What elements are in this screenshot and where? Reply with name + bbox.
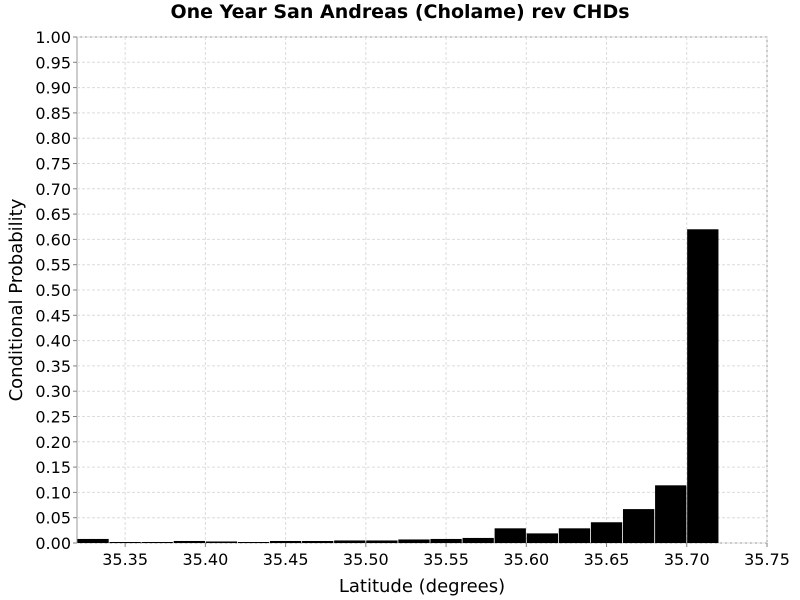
bar — [622, 509, 655, 543]
x-tick-label: 35.65 — [584, 550, 630, 569]
bar — [173, 540, 205, 543]
y-tick-label: 0.40 — [35, 332, 71, 351]
bar — [237, 541, 270, 543]
x-tick-label: 35.45 — [263, 550, 309, 569]
x-axis-ticks: 35.35 35.40 35.45 35.50 35.55 35.60 35.65 35.70… — [102, 543, 790, 569]
bar — [558, 528, 591, 543]
bar — [430, 538, 462, 543]
bar — [205, 541, 238, 543]
y-axis-ticks: 0.00 0.05 0.10 0.15 0.20 0.25 0.30 0.35 0.40 0.45… — [35, 28, 77, 553]
y-tick-label: 0.60 — [35, 230, 71, 249]
y-tick-label: 0.05 — [35, 509, 71, 528]
bar — [302, 540, 334, 543]
x-tick-label: 35.35 — [102, 550, 148, 569]
bar — [494, 528, 526, 543]
y-tick-label: 0.55 — [35, 256, 71, 275]
y-tick-label: 0.25 — [35, 408, 71, 427]
bar — [334, 540, 366, 543]
x-axis-label: Latitude (degrees) — [339, 576, 505, 597]
y-tick-label: 0.70 — [35, 180, 71, 199]
y-tick-label: 0.90 — [35, 79, 71, 98]
y-tick-label: 0.35 — [35, 357, 71, 376]
y-tick-label: 0.10 — [35, 483, 71, 502]
x-tick-label: 35.70 — [664, 550, 710, 569]
bar — [526, 533, 558, 543]
bar — [77, 538, 109, 543]
bar — [366, 540, 398, 543]
x-tick-label: 35.50 — [343, 550, 389, 569]
y-tick-label: 0.65 — [35, 205, 71, 224]
bar — [109, 541, 141, 543]
y-tick-label: 0.50 — [35, 281, 71, 300]
bars — [77, 229, 719, 543]
y-axis-label: Conditional Probability — [6, 198, 27, 401]
bar — [590, 522, 623, 543]
y-tick-label: 0.30 — [35, 382, 71, 401]
y-tick-label: 0.15 — [35, 458, 71, 477]
x-tick-label: 35.40 — [182, 550, 228, 569]
y-tick-label: 0.45 — [35, 306, 71, 325]
y-tick-label: 0.20 — [35, 433, 71, 452]
bar — [398, 539, 430, 543]
bar — [141, 541, 173, 543]
grid-lines — [77, 36, 768, 544]
bar — [269, 540, 302, 543]
bar — [687, 229, 719, 543]
y-tick-label: 0.75 — [35, 155, 71, 174]
y-tick-label: 0.80 — [35, 129, 71, 148]
bar — [462, 537, 494, 543]
x-tick-label: 35.55 — [423, 550, 469, 569]
bar — [655, 485, 687, 543]
y-tick-label: 0.95 — [35, 53, 71, 72]
y-tick-label: 1.00 — [35, 28, 71, 47]
x-tick-label: 35.60 — [503, 550, 549, 569]
y-tick-label: 0.85 — [35, 104, 71, 123]
chart-title: One Year San Andreas (Cholame) rev CHDs — [170, 1, 630, 23]
x-tick-label: 35.75 — [744, 550, 790, 569]
y-tick-label: 0.00 — [35, 534, 71, 553]
